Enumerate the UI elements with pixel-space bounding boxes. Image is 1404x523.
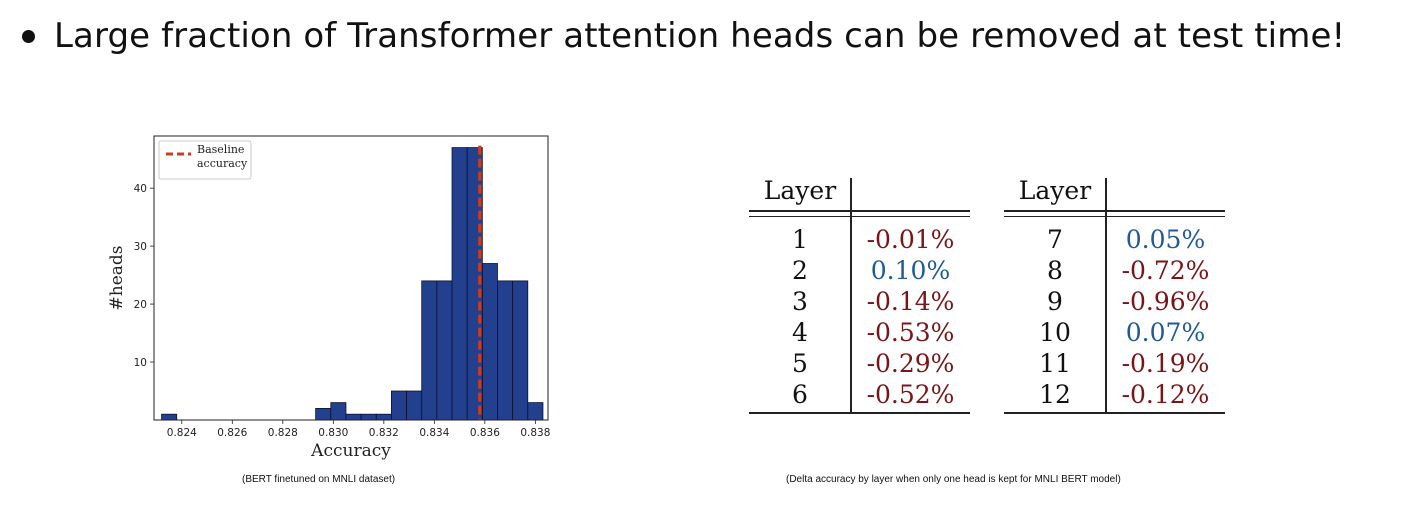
histogram-bar xyxy=(360,413,377,421)
table-row: 6 -0.52% xyxy=(749,379,970,410)
table-row: 4 -0.53% xyxy=(749,317,970,348)
accuracy-histogram: 0.824 0.826 0.828 0.830 0.832 0.834 0.836 0.838… xyxy=(107,135,550,461)
histogram-bar xyxy=(451,147,468,421)
table-row: 11 -0.19% xyxy=(1004,348,1225,379)
delta-cell: -0.19% xyxy=(1121,349,1210,378)
layer-cell: 4 xyxy=(792,318,808,347)
legend-box xyxy=(158,140,252,180)
delta-cell: 0.10% xyxy=(870,256,951,285)
x-axis-label: Accuracy xyxy=(310,441,391,461)
histogram-bar xyxy=(406,390,423,421)
delta-cell: -0.01% xyxy=(866,225,955,254)
layer-cell: 9 xyxy=(1047,287,1063,316)
table-row: 2 0.10% xyxy=(749,255,970,286)
histogram-bar xyxy=(436,280,453,421)
y-tick-label: 30 xyxy=(134,241,147,253)
plot-frame xyxy=(153,135,549,421)
table-row: 8 -0.72% xyxy=(1004,255,1225,286)
x-tick-label: 0.832 xyxy=(369,427,399,439)
x-tick-label: 0.836 xyxy=(470,427,500,439)
bottom-rule xyxy=(1004,412,1225,414)
delta-cell: 0.05% xyxy=(1125,225,1206,254)
histogram-bar xyxy=(315,408,332,421)
delta-cell: -0.72% xyxy=(1121,256,1210,285)
histogram-caption: (BERT finetuned on MNLI dataset) xyxy=(242,474,396,485)
histogram-bar xyxy=(527,402,544,421)
table-row: 10 0.07% xyxy=(1004,317,1225,348)
table-row: 3 -0.14% xyxy=(749,286,970,317)
x-ticks: 0.824 0.826 0.828 0.830 0.832 0.834 0.836 0.838 xyxy=(167,420,550,439)
table-body: 1 -0.01% 2 0.10% 3 -0.14% 4 -0.53% 5 -0.… xyxy=(749,210,970,412)
column-divider xyxy=(850,210,852,412)
x-tick-label: 0.826 xyxy=(217,427,247,439)
table-row: 1 -0.01% xyxy=(749,224,970,255)
header-rule-double xyxy=(1004,215,1225,217)
histogram-bar xyxy=(391,390,407,421)
table-row: 5 -0.29% xyxy=(749,348,970,379)
x-tick-label: 0.824 xyxy=(167,427,197,439)
table-caption: (Delta accuracy by layer when only one h… xyxy=(786,474,1121,485)
histogram-bar xyxy=(161,413,178,421)
layer-cell: 5 xyxy=(792,349,808,378)
headline: Large fraction of Transformer attention … xyxy=(22,12,1345,60)
histogram-bar xyxy=(481,263,498,421)
layer-cell: 2 xyxy=(792,256,808,285)
delta-cell: -0.12% xyxy=(1121,380,1210,409)
table-header: Layer xyxy=(1004,172,1225,210)
table-body: 7 0.05% 8 -0.72% 9 -0.96% 10 0.07% 11 -0… xyxy=(1004,210,1225,412)
column-divider xyxy=(1105,178,1107,210)
layer-cell: 7 xyxy=(1047,225,1063,254)
header-rule xyxy=(1004,210,1225,212)
bullet-icon xyxy=(22,29,35,43)
histogram-bar xyxy=(345,413,362,421)
histogram-bar xyxy=(375,413,392,421)
histogram-bar xyxy=(421,280,438,421)
legend-label-line2: accuracy xyxy=(197,157,248,170)
x-tick-label: 0.834 xyxy=(419,427,449,439)
y-tick-label: 40 xyxy=(134,183,147,195)
table-row: 9 -0.96% xyxy=(1004,286,1225,317)
layer-cell: 1 xyxy=(792,225,808,254)
layer-column-header: Layer xyxy=(763,176,837,205)
y-axis-label: #heads xyxy=(107,246,127,311)
x-tick-label: 0.828 xyxy=(268,427,298,439)
histogram-bar xyxy=(330,402,347,421)
layer-cell: 3 xyxy=(792,287,808,316)
column-divider xyxy=(850,178,852,210)
layer-cell: 8 xyxy=(1047,256,1063,285)
headline-text: Large fraction of Transformer attention … xyxy=(54,16,1346,56)
legend: Baseline accuracy xyxy=(158,140,252,180)
bottom-rule xyxy=(749,412,970,414)
layer-table-right: Layer 7 0.05% 8 -0.72% 9 -0.96% 10 0.07%… xyxy=(1004,172,1225,414)
layer-cell: 6 xyxy=(792,380,808,409)
header-rule xyxy=(749,210,970,212)
x-tick-label: 0.830 xyxy=(318,427,348,439)
column-divider xyxy=(1105,210,1107,412)
y-tick-label: 20 xyxy=(134,299,147,311)
legend-label-line1: Baseline xyxy=(197,143,244,156)
y-tick-label: 10 xyxy=(134,357,147,369)
delta-cell: -0.53% xyxy=(866,318,955,347)
table-row: 7 0.05% xyxy=(1004,224,1225,255)
x-tick-label: 0.838 xyxy=(520,427,550,439)
histogram-bar xyxy=(512,280,529,421)
header-rule-double xyxy=(749,215,970,217)
delta-cell: -0.52% xyxy=(866,380,955,409)
delta-cell: 0.07% xyxy=(1125,318,1206,347)
layer-cell: 11 xyxy=(1039,349,1071,378)
delta-cell: -0.14% xyxy=(866,287,955,316)
table-header: Layer xyxy=(749,172,970,210)
layer-column-header: Layer xyxy=(1018,176,1092,205)
histogram-bar xyxy=(497,280,514,421)
delta-cell: -0.96% xyxy=(1121,287,1210,316)
layer-cell: 10 xyxy=(1039,318,1071,347)
bars-layer xyxy=(161,147,544,421)
delta-cell: -0.29% xyxy=(866,349,955,378)
y-ticks: 10 20 30 40 xyxy=(134,183,154,369)
layer-cell: 12 xyxy=(1039,380,1071,409)
layer-table-left: Layer 1 -0.01% 2 0.10% 3 -0.14% 4 -0.53%… xyxy=(749,172,970,414)
table-row: 12 -0.12% xyxy=(1004,379,1225,410)
